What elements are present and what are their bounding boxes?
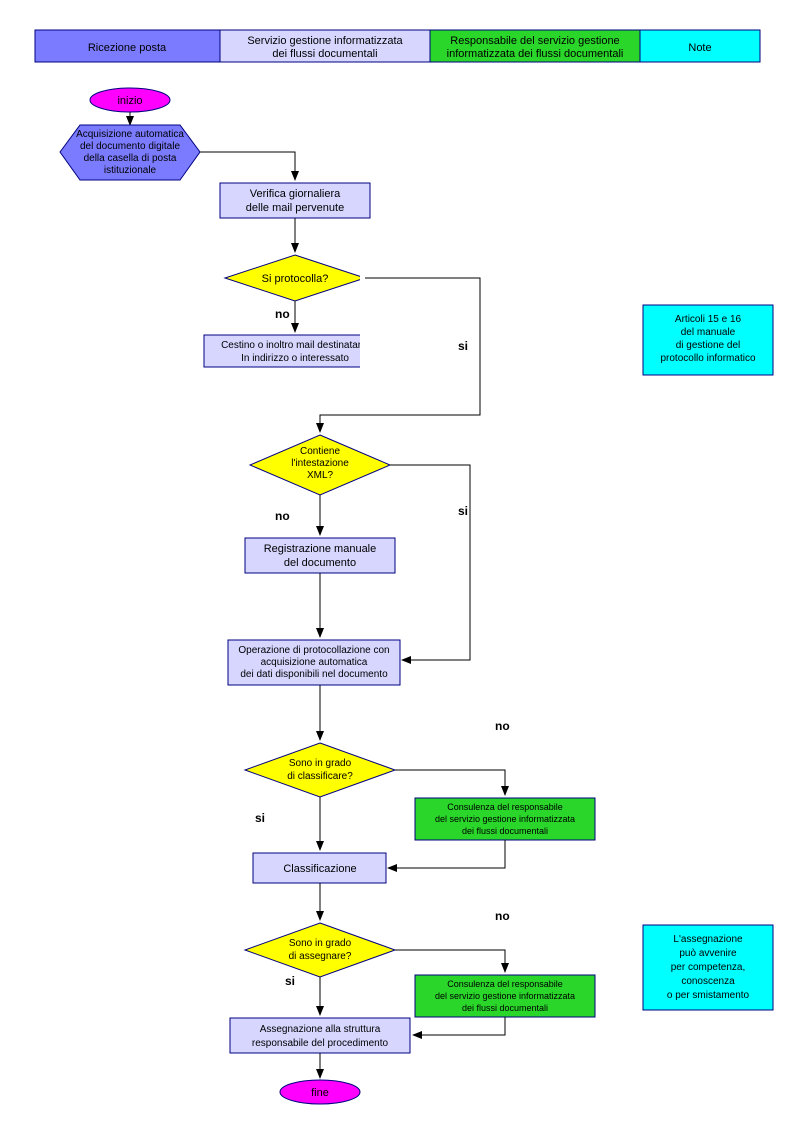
- svg-text:per competenza,: per competenza,: [671, 962, 746, 973]
- svg-text:Articoli 15 e 16: Articoli 15 e 16: [675, 314, 742, 325]
- svg-text:XML?: XML?: [307, 470, 334, 481]
- header-col4: Note: [688, 42, 711, 54]
- classificazione-box: Classificazione: [253, 853, 386, 883]
- svg-text:o per smistamento: o per smistamento: [667, 990, 750, 1001]
- svg-text:Consulenza del responsabile: Consulenza del responsabile: [447, 979, 563, 989]
- svg-text:Sono in grado: Sono in grado: [289, 758, 352, 769]
- svg-text:inizio: inizio: [117, 95, 142, 107]
- fine-terminal: fine: [280, 1080, 360, 1104]
- start-terminal: inizio: [90, 88, 170, 112]
- svg-text:Si protocolla?: Si protocolla?: [262, 273, 329, 285]
- svg-text:Consulenza del responsabile: Consulenza del responsabile: [447, 802, 563, 812]
- svg-text:fine: fine: [311, 1087, 329, 1099]
- consulenza2-box: Consulenza del responsabile del servizio…: [415, 975, 595, 1017]
- svg-text:Contiene: Contiene: [300, 446, 340, 457]
- svg-text:In indirizzo o interessato: In indirizzo o interessato: [241, 353, 349, 364]
- classificare-decision: Sono in grado di classificare?: [245, 743, 395, 797]
- svg-text:si: si: [285, 974, 295, 988]
- acquisition-hexagon: Acquisizione automatica del documento di…: [60, 125, 200, 180]
- header-col1: Ricezione posta: [88, 42, 167, 54]
- header-row: Ricezione posta Servizio gestione inform…: [35, 30, 760, 62]
- svg-text:l'intestazione: l'intestazione: [291, 458, 349, 469]
- svg-text:dei dati disponibili nel docum: dei dati disponibili nel documento: [240, 669, 388, 680]
- note-articoli: Articoli 15 e 16 del manuale di gestione…: [643, 305, 773, 375]
- svg-text:no: no: [275, 509, 290, 523]
- svg-text:no: no: [495, 719, 510, 733]
- svg-text:dei flussi documentali: dei flussi documentali: [462, 826, 548, 836]
- svg-text:Operazione di protocollazione: Operazione di protocollazione con: [238, 645, 389, 656]
- opproto-box: Operazione di protocollazione con acquis…: [228, 640, 400, 685]
- svg-text:del servizio gestione informat: del servizio gestione informatizzata: [435, 814, 575, 824]
- svg-text:di classificare?: di classificare?: [287, 771, 353, 782]
- svg-text:di assegnare?: di assegnare?: [289, 951, 352, 962]
- svg-text:del manuale: del manuale: [681, 327, 736, 338]
- svg-text:acquisizione automatica: acquisizione automatica: [261, 657, 368, 668]
- flowchart-canvas: Ricezione posta Servizio gestione inform…: [0, 0, 794, 1123]
- svg-text:Verifica giornaliera: Verifica giornaliera: [250, 188, 341, 200]
- svg-text:Assegnazione alla struttura: Assegnazione alla struttura: [260, 1024, 381, 1035]
- siprotocolla-decision: Si protocolla?: [225, 255, 365, 301]
- svg-text:delle mail pervenute: delle mail pervenute: [246, 202, 344, 214]
- assegnare-decision: Sono in grado di assegnare?: [245, 923, 395, 977]
- svg-text:Classificazione: Classificazione: [283, 863, 356, 875]
- svg-text:del documento digitale: del documento digitale: [80, 141, 181, 152]
- svg-text:no: no: [495, 909, 510, 923]
- svg-text:conoscenza: conoscenza: [681, 976, 735, 987]
- svg-text:si: si: [458, 339, 468, 353]
- header-col2-l1: Servizio gestione informatizzata: [247, 35, 403, 47]
- svg-text:si: si: [255, 811, 265, 825]
- svg-text:dei flussi documentali: dei flussi documentali: [462, 1003, 548, 1013]
- svg-text:di gestione del: di gestione del: [676, 340, 741, 351]
- regmanuale-box: Registrazione manuale del documento: [245, 538, 395, 573]
- svg-text:Sono in grado: Sono in grado: [289, 938, 352, 949]
- svg-text:responsabile del procedimento: responsabile del procedimento: [252, 1038, 389, 1049]
- svg-text:del servizio gestione informat: del servizio gestione informatizzata: [435, 991, 575, 1001]
- consulenza1-box: Consulenza del responsabile del servizio…: [415, 798, 595, 840]
- svg-text:si: si: [458, 504, 468, 518]
- header-col3-l1: Responsabile del servizio gestione: [450, 35, 619, 47]
- svg-text:Acquisizione automatica: Acquisizione automatica: [76, 129, 184, 140]
- note-assegnazione: L'assegnazione può avvenire per competen…: [643, 925, 773, 1010]
- header-col3-l2: informatizzata dei flussi documentali: [447, 48, 624, 60]
- cestino-box: Cestino o inoltro mail destinatario In i…: [204, 335, 386, 367]
- svg-text:protocollo informatico: protocollo informatico: [660, 353, 755, 364]
- svg-text:L'assegnazione: L'assegnazione: [673, 934, 743, 945]
- assegnazione-box: Assegnazione alla struttura responsabile…: [230, 1018, 410, 1053]
- svg-text:Registrazione manuale: Registrazione manuale: [264, 543, 377, 555]
- header-col2-l2: dei flussi documentali: [272, 48, 377, 60]
- svg-text:del documento: del documento: [284, 557, 356, 569]
- svg-text:istituzionale: istituzionale: [104, 165, 157, 176]
- label-no: no: [275, 307, 290, 321]
- svg-text:può avvenire: può avvenire: [679, 948, 737, 959]
- verifica-box: Verifica giornaliera delle mail pervenut…: [220, 183, 370, 218]
- svg-text:della casella di posta: della casella di posta: [84, 153, 177, 164]
- svg-text:Cestino o inoltro mail destina: Cestino o inoltro mail destinatario: [221, 340, 369, 351]
